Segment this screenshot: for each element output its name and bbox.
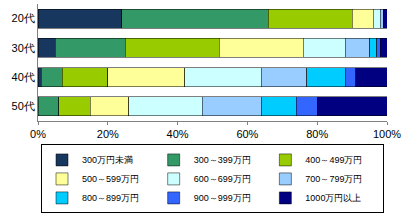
svg-text:20代: 20代: [12, 12, 35, 24]
svg-text:50代: 50代: [12, 100, 35, 112]
svg-text:40代: 40代: [12, 71, 35, 83]
svg-text:700～799万円: 700～799万円: [305, 174, 362, 184]
svg-text:30代: 30代: [12, 42, 35, 54]
svg-text:60%: 60%: [236, 128, 258, 140]
svg-text:100%: 100%: [373, 128, 401, 140]
svg-text:300～399万円: 300～399万円: [194, 155, 251, 165]
svg-text:400～499万円: 400～499万円: [305, 155, 362, 165]
svg-text:800～899万円: 800～899万円: [82, 193, 139, 203]
svg-text:900～999万円: 900～999万円: [194, 193, 251, 203]
svg-text:0%: 0%: [30, 128, 46, 140]
svg-text:300万円未満: 300万円未満: [82, 155, 133, 165]
svg-text:20%: 20%: [97, 128, 119, 140]
svg-text:80%: 80%: [306, 128, 328, 140]
svg-text:1000万円以上: 1000万円以上: [305, 193, 361, 203]
svg-text:600～699万円: 600～699万円: [194, 174, 251, 184]
svg-text:40%: 40%: [167, 128, 189, 140]
svg-text:500～599万円: 500～599万円: [82, 174, 139, 184]
